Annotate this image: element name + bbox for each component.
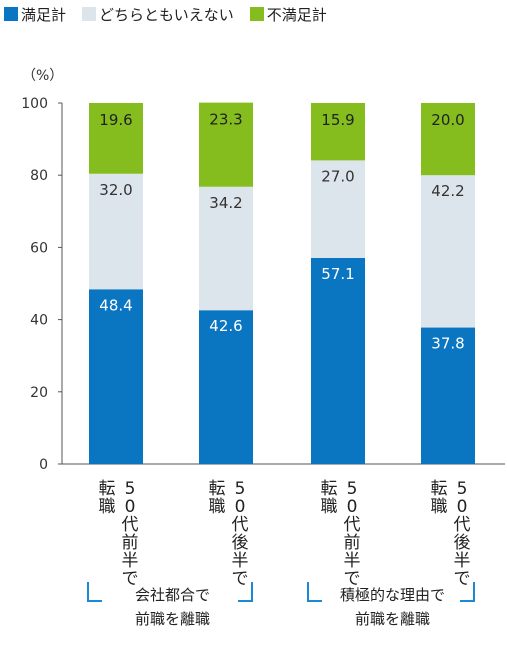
data-label: 20.0 bbox=[431, 111, 464, 129]
x-category-label: 5 bbox=[457, 479, 468, 499]
bar-segment bbox=[89, 173, 143, 290]
group-label-company-line2: 前職を離職 bbox=[134, 610, 210, 628]
legend-label-neutral: どちらともいえない bbox=[99, 5, 234, 24]
legend-swatch-neutral bbox=[82, 7, 97, 21]
data-label: 19.6 bbox=[99, 111, 132, 129]
data-label: 27.0 bbox=[321, 167, 354, 185]
x-category-label: 代 bbox=[232, 515, 249, 535]
legend: 満足計 どちらともいえない 不満足計 bbox=[4, 2, 343, 26]
y-axis-unit-label: （%） bbox=[22, 68, 63, 84]
x-category-label: で bbox=[344, 569, 361, 589]
group-bracket-left bbox=[87, 582, 102, 602]
legend-label-satisfied: 満足計 bbox=[21, 5, 67, 24]
y-tick-label: 20 bbox=[30, 385, 48, 401]
legend-swatch-dissatisfied bbox=[249, 7, 264, 21]
x-category-label: 0 bbox=[457, 497, 468, 517]
data-label: 32.0 bbox=[99, 181, 132, 199]
x-category-label: 代 bbox=[122, 515, 139, 535]
x-category-label: 半 bbox=[344, 551, 361, 571]
x-category-label: 転 bbox=[431, 479, 448, 499]
x-category-label: で bbox=[232, 569, 249, 589]
bar-segment bbox=[421, 327, 475, 464]
y-tick-label: 0 bbox=[39, 457, 48, 473]
bar-segment bbox=[199, 310, 253, 464]
x-category-label: 半 bbox=[454, 551, 471, 571]
bar-segment bbox=[421, 103, 475, 176]
x-category-label: 転 bbox=[321, 479, 338, 499]
x-category-label: 0 bbox=[347, 497, 358, 517]
x-category-label: 代 bbox=[454, 515, 471, 535]
x-category-label: 後 bbox=[232, 533, 249, 553]
x-category-label: 5 bbox=[125, 479, 136, 499]
group-bracket-left bbox=[307, 582, 322, 602]
x-category-label: 0 bbox=[125, 497, 136, 517]
data-label: 23.3 bbox=[209, 111, 242, 129]
x-category-label: 職 bbox=[99, 497, 116, 517]
data-label: 48.4 bbox=[99, 296, 132, 314]
group-label-company: 会社都合で 前職を離職 bbox=[90, 583, 255, 631]
x-category-label: 職 bbox=[431, 497, 448, 517]
x-category-label: 5 bbox=[347, 479, 358, 499]
data-label: 42.2 bbox=[431, 182, 464, 200]
legend-item-dissatisfied: 不満足計 bbox=[249, 4, 327, 25]
legend-item-satisfied: 満足計 bbox=[4, 4, 66, 25]
group-label-company-line1: 会社都合で bbox=[134, 586, 210, 604]
x-category-label: 前 bbox=[122, 533, 139, 553]
y-tick-label: 80 bbox=[30, 168, 48, 184]
legend-swatch-satisfied bbox=[4, 7, 18, 21]
legend-label-dissatisfied: 不満足計 bbox=[266, 5, 327, 24]
x-category-label: 後 bbox=[454, 533, 471, 553]
group-label-proactive-line2: 前職を離職 bbox=[354, 610, 430, 628]
group-bracket-right bbox=[460, 582, 475, 602]
x-category-label: 5 bbox=[235, 479, 246, 499]
data-label: 34.2 bbox=[209, 194, 242, 212]
y-tick-label: 100 bbox=[21, 96, 48, 112]
y-tick-label: 60 bbox=[30, 240, 48, 256]
x-category-label: 半 bbox=[232, 551, 249, 571]
x-category-label: 職 bbox=[321, 497, 338, 517]
data-label: 37.8 bbox=[431, 335, 464, 353]
bar-segment bbox=[89, 289, 143, 464]
group-label-proactive: 積極的な理由で 前職を離職 bbox=[310, 583, 475, 631]
bar-segment bbox=[311, 103, 365, 161]
bar-segment bbox=[199, 102, 253, 187]
data-label: 15.9 bbox=[321, 111, 354, 129]
x-category-label: で bbox=[454, 569, 471, 589]
bar-segment bbox=[421, 175, 475, 328]
x-category-label: 職 bbox=[209, 497, 226, 517]
x-category-label: 前 bbox=[344, 533, 361, 553]
data-label: 42.6 bbox=[209, 317, 242, 335]
y-tick-label: 40 bbox=[30, 313, 48, 329]
x-category-label: 転 bbox=[99, 479, 116, 499]
bar-segment bbox=[89, 103, 143, 174]
x-category-label: 半 bbox=[122, 551, 139, 571]
bar-segment bbox=[199, 186, 253, 311]
x-category-label: 転 bbox=[209, 479, 226, 499]
legend-item-neutral: どちらともいえない bbox=[82, 4, 234, 25]
bar-segment bbox=[311, 160, 365, 258]
group-label-proactive-line1: 積極的な理由で bbox=[339, 586, 445, 604]
x-category-label: で bbox=[122, 569, 139, 589]
group-bracket-right bbox=[238, 582, 253, 602]
x-category-label: 0 bbox=[235, 497, 246, 517]
data-label: 57.1 bbox=[321, 265, 354, 283]
x-category-label: 代 bbox=[344, 515, 361, 535]
bar-segment bbox=[311, 257, 365, 464]
